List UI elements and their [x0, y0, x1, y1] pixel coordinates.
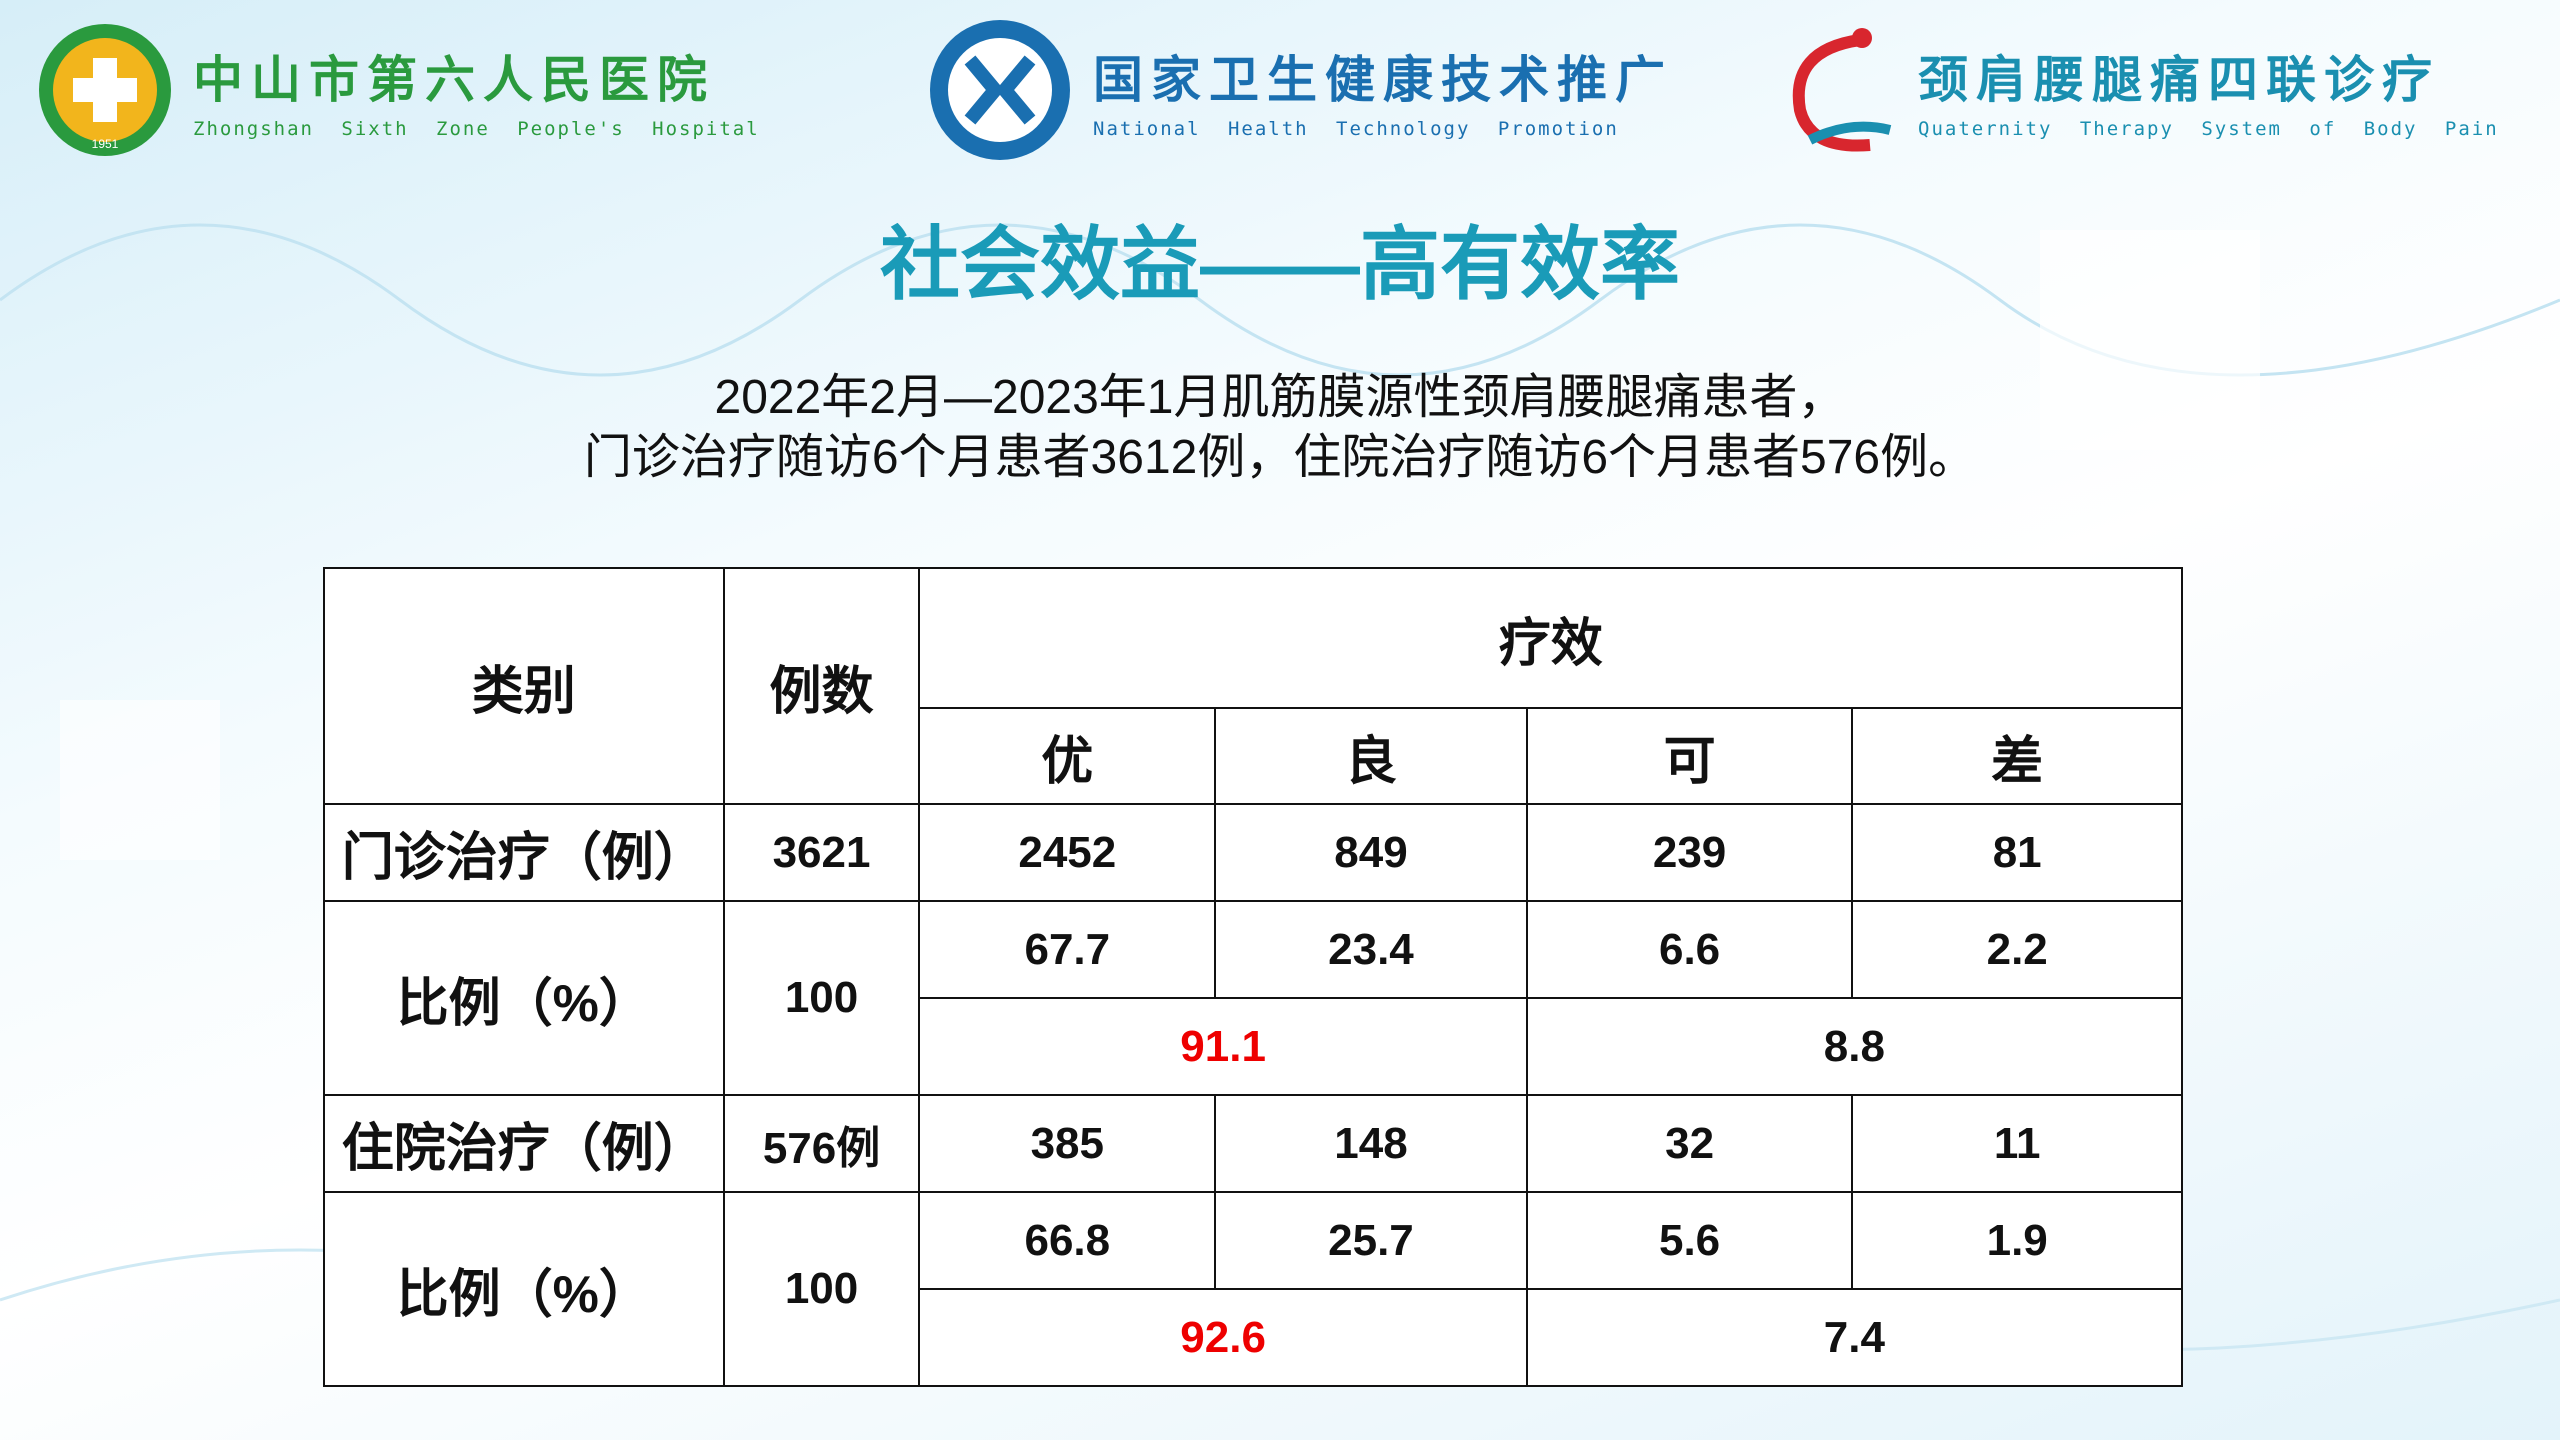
row-label: 比例（%）	[323, 1191, 725, 1387]
slide-title: 社会效益——高有效率	[880, 220, 1680, 309]
combined-ratio-cell: 8.8	[1525, 997, 2184, 1096]
logo-year: 1951	[92, 137, 119, 151]
value-cell: 849	[1214, 803, 1528, 902]
logo-subtitle: National Health Technology Promotion	[1093, 118, 1619, 140]
table-row: 优良可差	[324, 707, 2183, 805]
table-row: 住院治疗（例） 576例 385 148 32 11	[323, 1094, 2183, 1193]
combined-ratio-cell: 92.6	[918, 1288, 1528, 1387]
logo-subtitle: Zhongshan Sixth Zone People's Hospital	[193, 118, 760, 140]
hospital-emblem: 1951	[39, 24, 171, 156]
count-cell: 3621	[722, 803, 921, 902]
ratio-cell: 5.6	[1525, 1191, 1854, 1290]
count-cell: 576例	[722, 1094, 921, 1193]
grade-header: 差	[1851, 707, 2183, 805]
therapy-emblem	[1792, 28, 1892, 152]
header-cell: 例数	[722, 567, 921, 805]
ratio-cell: 2.2	[1851, 900, 2183, 999]
grade-header: 优	[918, 707, 1217, 805]
ratio-cell: 67.7	[918, 900, 1217, 999]
count-cell: 100	[722, 1191, 921, 1387]
row-label: 比例（%）	[323, 900, 725, 1096]
ratio-cell: 6.6	[1525, 900, 1854, 999]
header-cell: 类别	[323, 567, 725, 805]
intro-line: 门诊治疗随访6个月患者3612例，住院治疗随访6个月患者576例。	[583, 431, 1977, 484]
table-row: 92.6 7.4	[324, 1288, 2184, 1387]
ratio-cell: 23.4	[1214, 900, 1528, 999]
value-cell: 32	[1525, 1094, 1854, 1193]
row-label: 住院治疗（例）	[323, 1094, 725, 1193]
grade-header: 良	[1214, 707, 1528, 805]
table-row: 比例（%） 100 67.7 23.4 6.6 2.2	[323, 900, 2183, 1096]
grade-header: 可	[1525, 707, 1854, 805]
ratio-cell: 66.8	[918, 1191, 1217, 1290]
ratio-cell: 1.9	[1851, 1191, 2183, 1290]
promotion-emblem	[930, 20, 1070, 160]
table-row: 91.1 8.8	[324, 997, 2184, 1096]
logo-title: 中山市第六人民医院	[193, 52, 715, 108]
efficacy-table: 类别 例数 疗效优良可差门诊治疗（例） 3621 2452 849 239 81 比例（%） 10…	[323, 567, 2184, 1387]
value-cell: 148	[1214, 1094, 1528, 1193]
intro-line: 2022年2月—2023年1月肌筋膜源性颈肩腰腿痛患者，	[714, 371, 1846, 424]
table-row: 类别 例数 疗效	[323, 567, 2183, 805]
value-cell: 81	[1851, 803, 2183, 902]
table-row: 比例（%） 100 66.8 25.7 5.6 1.9	[323, 1191, 2183, 1387]
ratio-cell: 25.7	[1214, 1191, 1528, 1290]
logo-subtitle: Quaternity Therapy System of Body Pain	[1918, 118, 2499, 140]
logo-title: 颈肩腰腿痛四联诊疗	[1918, 52, 2440, 108]
value-cell: 239	[1525, 803, 1854, 902]
hospital-logo: 1951 中山市第六人民医院 Zhongshan Sixth Zone Peop…	[35, 15, 760, 165]
therapy-logo: 颈肩腰腿痛四联诊疗 Quaternity Therapy System of B…	[1770, 15, 2499, 165]
logo-title: 国家卫生健康技术推广	[1093, 52, 1673, 108]
value-cell: 2452	[918, 803, 1217, 902]
header-cell: 疗效	[918, 567, 2183, 709]
row-label: 门诊治疗（例）	[323, 803, 725, 902]
combined-ratio-cell: 7.4	[1525, 1288, 2184, 1387]
combined-ratio-cell: 91.1	[918, 997, 1528, 1096]
value-cell: 385	[918, 1094, 1217, 1193]
promotion-logo: 国家卫生健康技术推广 National Health Technology Pr…	[925, 15, 1673, 165]
table-row: 门诊治疗（例） 3621 2452 849 239 81	[323, 803, 2183, 902]
value-cell: 11	[1851, 1094, 2183, 1193]
count-cell: 100	[722, 900, 921, 1096]
